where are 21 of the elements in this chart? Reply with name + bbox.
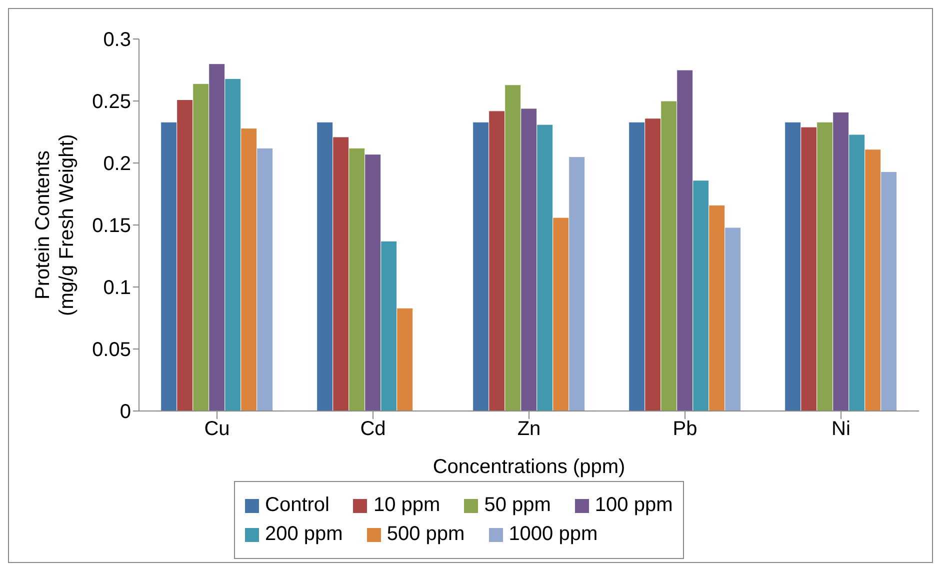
legend-label: 500 ppm <box>386 523 465 546</box>
legend-label: 10 ppm <box>372 494 440 517</box>
y-tick-label: 0.05 <box>92 339 131 362</box>
x-tick-label: Cu <box>204 418 230 440</box>
y-tick-label: 0.25 <box>92 91 131 114</box>
legend-label: Control <box>264 494 330 517</box>
y-axis-title: Protein Contents (mg/g Fresh Weight) <box>32 134 78 316</box>
x-tick-label: Ni <box>832 418 850 440</box>
y-tick-label: 0.3 <box>103 29 131 52</box>
x-tick-label: Cd <box>360 418 386 440</box>
legend-label: 1000 ppm <box>508 523 598 546</box>
y-tick-label: 0 <box>120 401 131 424</box>
y-tick-label: 0.15 <box>92 215 131 238</box>
legend-label: 200 ppm <box>264 523 343 546</box>
y-tick-label: 0.2 <box>103 153 131 176</box>
x-axis-title: Concentrations (ppm) <box>432 456 626 478</box>
x-tick-label: Zn <box>517 418 541 440</box>
y-tick-label: 0.1 <box>103 277 131 300</box>
x-tick-label: Pb <box>672 418 698 440</box>
legend-label: 50 ppm <box>483 494 551 517</box>
legend-label: 100 ppm <box>594 494 673 517</box>
